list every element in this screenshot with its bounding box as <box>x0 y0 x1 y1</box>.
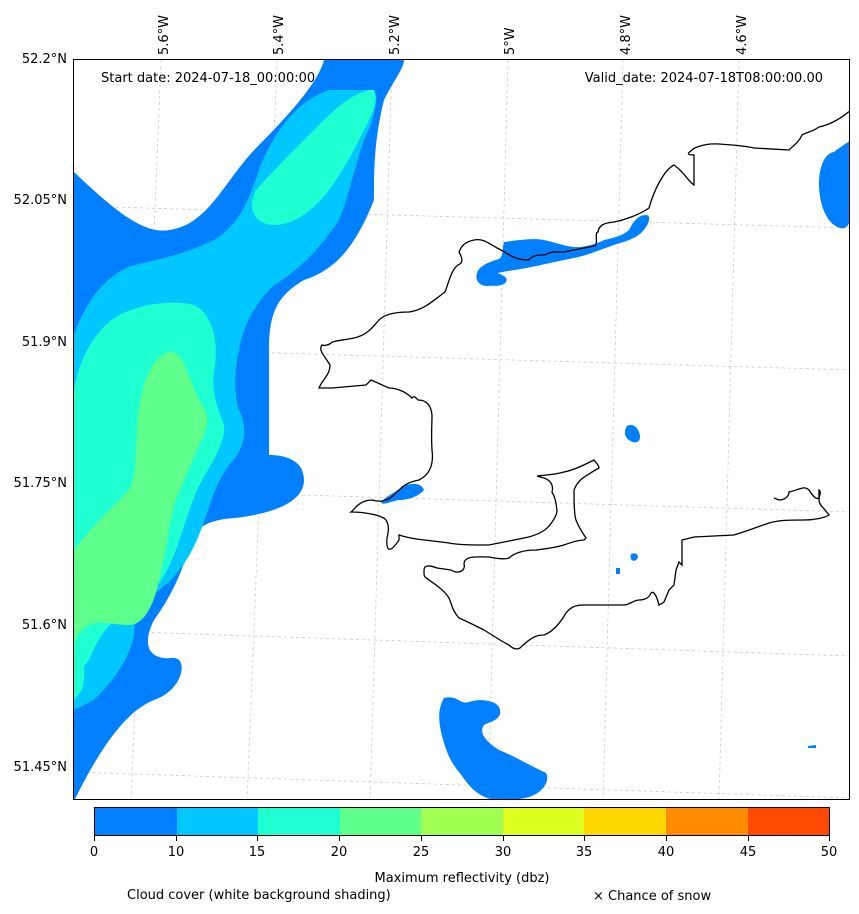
latitude-label-51-45n: 51.45°N <box>13 760 67 775</box>
colorbar-tick <box>176 836 177 841</box>
longitude-label-5w: 5°W <box>503 27 518 55</box>
reflectivity-map <box>74 60 849 799</box>
colorbar-tick <box>421 836 422 841</box>
valid-date-label: Valid_date: 2024-07-18T08:00:00.00 <box>584 71 823 86</box>
colorbar-segment <box>258 808 340 835</box>
colorbar-title: Maximum reflectivity (dbz) <box>374 871 550 886</box>
colorbar-tick-label: 25 <box>412 845 430 860</box>
latitude-label-52-2n: 52.2°N <box>21 52 67 67</box>
longitude-label-5-2w: 5.2°W <box>388 14 403 55</box>
snow-chance-note: × Chance of snow <box>593 889 712 904</box>
colorbar-segment <box>747 808 830 835</box>
colorbar-segment <box>95 808 177 835</box>
map-panel: Start date: 2024-07-18_00:00:00 Valid_da… <box>73 59 850 800</box>
reflectivity-band-20-25 <box>74 351 208 650</box>
colorbar-segment <box>421 808 503 835</box>
colorbar-tick <box>829 836 830 841</box>
colorbar-segment <box>584 808 666 835</box>
colorbar-tick <box>339 836 340 841</box>
latitude-label-52-05n: 52.05°N <box>13 193 67 208</box>
colorbar-tick-label: 20 <box>330 845 348 860</box>
colorbar-tick <box>94 836 95 841</box>
colorbar-tick <box>503 836 504 841</box>
longitude-label-5-4w: 5.4°W <box>272 14 287 55</box>
colorbar-tick-label: 45 <box>739 845 757 860</box>
longitude-label-4-6w: 4.6°W <box>735 14 750 55</box>
colorbar-tick-label: 0 <box>89 845 99 860</box>
longitude-label-4-8w: 4.8°W <box>619 14 634 55</box>
latitude-label-51-75n: 51.75°N <box>13 476 67 491</box>
colorbar-segment <box>665 808 748 835</box>
colorbar-segment <box>176 808 259 835</box>
colorbar-tick-label: 35 <box>575 845 593 860</box>
latitude-label-51-6n: 51.6°N <box>21 618 67 633</box>
colorbar-tick <box>748 836 749 841</box>
colorbar-tick <box>584 836 585 841</box>
longitude-label-5-6w: 5.6°W <box>157 14 172 55</box>
colorbar-segment <box>502 808 585 835</box>
cloud-cover-note: Cloud cover (white background shading) <box>127 888 391 903</box>
colorbar-tick <box>257 836 258 841</box>
colorbar-tick-label: 30 <box>494 845 512 860</box>
reflectivity-colorbar <box>94 807 830 836</box>
latitude-label-51-9n: 51.9°N <box>21 335 67 350</box>
start-date-label: Start date: 2024-07-18_00:00:00 <box>101 71 316 86</box>
colorbar-tick <box>666 836 667 841</box>
colorbar-tick-label: 10 <box>167 845 185 860</box>
colorbar-tick-label: 15 <box>248 845 266 860</box>
colorbar-segment <box>339 808 422 835</box>
colorbar-tick-label: 50 <box>820 845 838 860</box>
colorbar-tick-label: 40 <box>657 845 675 860</box>
coastline <box>318 110 849 650</box>
